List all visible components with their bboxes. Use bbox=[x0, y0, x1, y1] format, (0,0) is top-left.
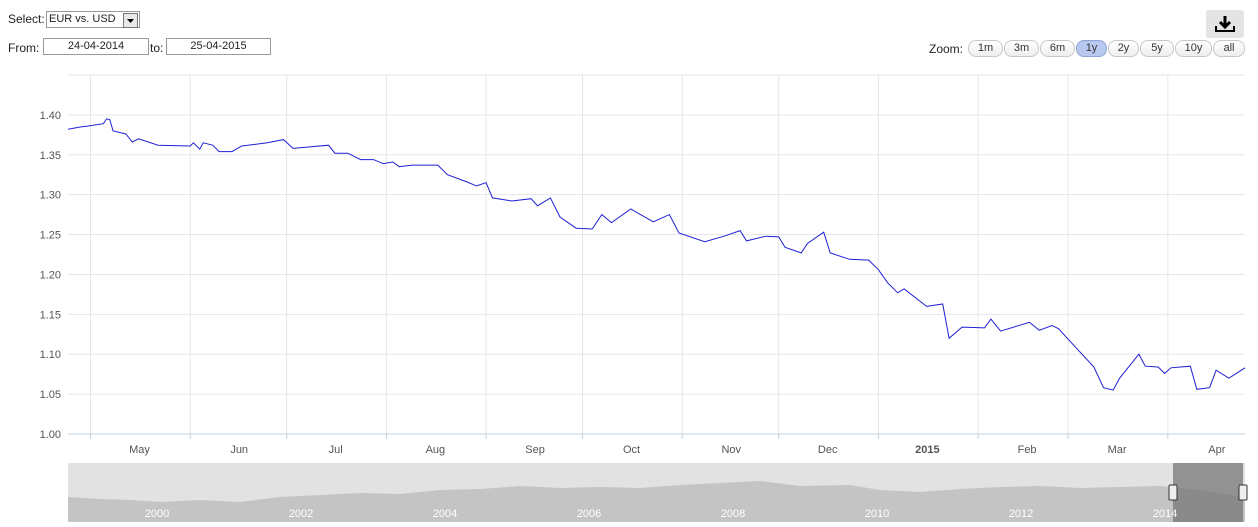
navigator-label: 2008 bbox=[721, 508, 745, 520]
navigator-label: 2010 bbox=[865, 508, 889, 520]
to-label: to: bbox=[150, 41, 164, 55]
x-tick-label: 2015 bbox=[915, 444, 939, 456]
x-tick-label: Dec bbox=[818, 444, 838, 456]
y-tick-label: 1.25 bbox=[40, 230, 61, 242]
zoom-label: Zoom: bbox=[929, 42, 964, 56]
zoom-button[interactable]: 2y bbox=[1108, 40, 1139, 57]
y-tick-label: 1.35 bbox=[40, 150, 61, 162]
select-value: EUR vs. USD bbox=[49, 13, 116, 25]
navigator-label: 2002 bbox=[289, 508, 313, 520]
y-tick-label: 1.15 bbox=[40, 309, 61, 321]
download-icon bbox=[1215, 16, 1235, 32]
price-line bbox=[67, 118, 1246, 391]
x-tick-label: Aug bbox=[426, 444, 446, 456]
y-tick-label: 1.30 bbox=[40, 190, 61, 202]
arrow-icon bbox=[127, 19, 134, 23]
navigator-label: 2004 bbox=[433, 508, 457, 520]
navigator-label: 2000 bbox=[145, 508, 169, 520]
y-tick-label: 1.40 bbox=[40, 110, 61, 122]
grid bbox=[68, 75, 1245, 435]
navigator-area bbox=[68, 481, 1245, 522]
navigator-handle-right[interactable] bbox=[1238, 484, 1248, 501]
dropdown-arrow[interactable] bbox=[123, 13, 138, 28]
x-tick-label: Oct bbox=[623, 444, 640, 456]
x-tick-label: Jun bbox=[230, 444, 248, 456]
x-tick-label: Sep bbox=[525, 444, 545, 456]
from-input[interactable]: 24-04-2014 bbox=[43, 38, 149, 55]
x-tick-label: May bbox=[129, 444, 150, 456]
x-tick-label: Apr bbox=[1208, 444, 1225, 456]
zoom-button[interactable]: 1m bbox=[968, 40, 1003, 57]
zoom-button[interactable]: 3m bbox=[1004, 40, 1039, 57]
x-tick-label: Feb bbox=[1018, 444, 1037, 456]
currency-select[interactable]: EUR vs. USD bbox=[46, 11, 140, 28]
y-tick-label: 1.05 bbox=[40, 389, 61, 401]
x-tick-label: Mar bbox=[1108, 444, 1127, 456]
y-tick-label: 1.20 bbox=[40, 269, 61, 281]
zoom-button[interactable]: 10y bbox=[1175, 40, 1212, 57]
navigator-label: 2014 bbox=[1153, 508, 1177, 520]
x-tick-label: Jul bbox=[329, 444, 343, 456]
zoom-button[interactable]: 5y bbox=[1140, 40, 1174, 57]
navigator bbox=[68, 463, 1248, 522]
download-button[interactable] bbox=[1206, 10, 1244, 38]
zoom-button[interactable]: all bbox=[1213, 40, 1245, 57]
select-label: Select: bbox=[8, 12, 45, 26]
x-tick-label: Nov bbox=[721, 444, 741, 456]
y-tick-label: 1.00 bbox=[40, 429, 61, 441]
navigator-label: 2006 bbox=[577, 508, 601, 520]
zoom-button[interactable]: 6m bbox=[1040, 40, 1075, 57]
navigator-label: 2012 bbox=[1009, 508, 1033, 520]
navigator-selection[interactable] bbox=[1173, 463, 1243, 522]
navigator-handle-left[interactable] bbox=[1168, 484, 1178, 501]
y-tick-label: 1.10 bbox=[40, 349, 61, 361]
from-label: From: bbox=[8, 41, 40, 55]
to-input[interactable]: 25-04-2015 bbox=[166, 38, 271, 55]
zoom-button[interactable]: 1y bbox=[1076, 40, 1107, 57]
